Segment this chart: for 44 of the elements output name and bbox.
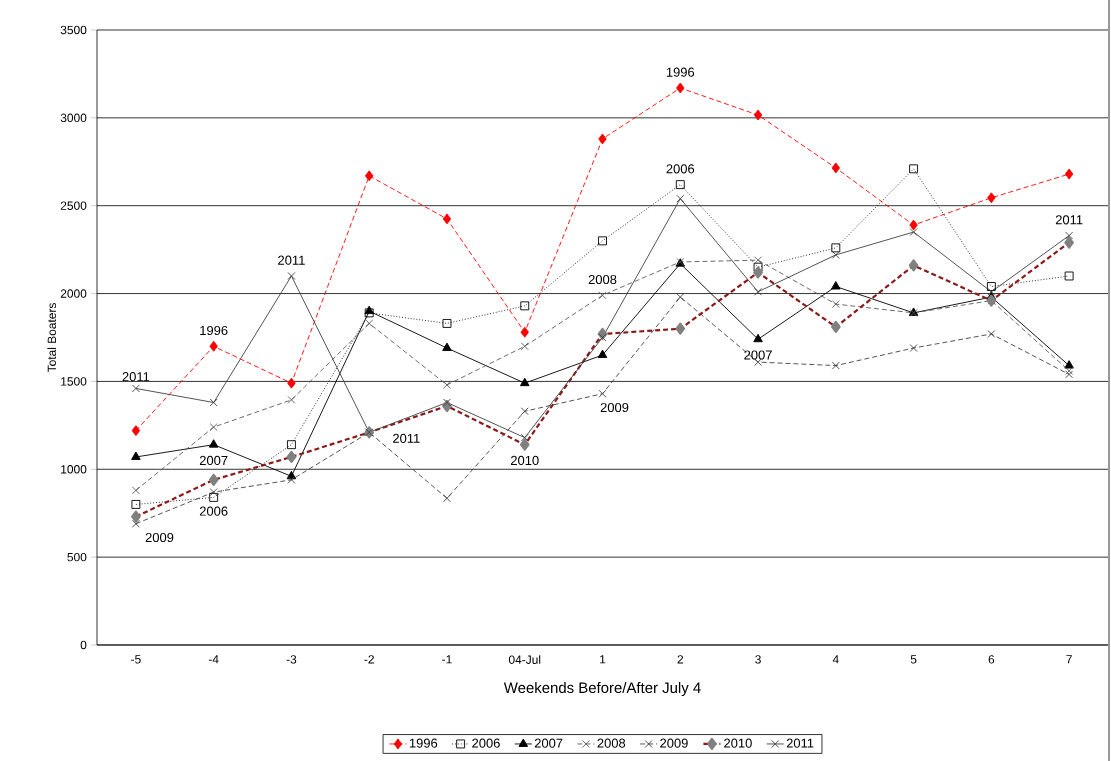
x-tick-label: 7 xyxy=(1066,655,1072,664)
x-tick-label: -4 xyxy=(208,655,219,664)
annotation: 2008 xyxy=(588,274,617,285)
y-tick-label: 1500 xyxy=(61,377,87,386)
legend-label: 2011 xyxy=(786,738,814,748)
annotation: 2010 xyxy=(510,455,539,466)
annotation: 1996 xyxy=(666,67,695,77)
annotation: 2007 xyxy=(744,350,772,360)
x-axis-title: Weekends Before/After July 4 xyxy=(503,682,701,696)
annotation: 2011 xyxy=(393,433,420,443)
y-tick-label: 1000 xyxy=(61,465,87,474)
annotation: 2006 xyxy=(199,506,228,516)
annotation: 2009 xyxy=(600,402,629,413)
annotation: 2011 xyxy=(122,372,150,382)
x-tick-label: 5 xyxy=(910,655,917,664)
x-tick-label: 04-Jul xyxy=(508,655,541,664)
annotation: 2007 xyxy=(199,455,228,466)
legend-label: 2007 xyxy=(534,738,563,748)
annotation: 2011 xyxy=(1055,215,1083,225)
x-tick-label: 3 xyxy=(755,655,761,664)
y-tick-label: 3500 xyxy=(60,25,87,35)
y-tick-label: 500 xyxy=(67,552,87,562)
annotation: 1996 xyxy=(200,325,228,336)
y-tick-label: 0 xyxy=(80,640,87,650)
x-tick-label: 1 xyxy=(600,655,606,664)
y-axis-title: Total Boaters xyxy=(47,303,57,373)
x-tick-label: -3 xyxy=(286,655,297,664)
legend-label: 2010 xyxy=(724,738,752,748)
y-tick-label: 2500 xyxy=(60,201,87,210)
x-tick-label: 6 xyxy=(988,655,995,664)
annotation: 2009 xyxy=(145,532,174,543)
y-tick-label: 3000 xyxy=(60,113,87,123)
x-tick-label: 2 xyxy=(677,655,683,664)
y-tick-label: 2000 xyxy=(60,289,87,298)
x-tick-label: -5 xyxy=(131,655,141,664)
x-tick-label: 4 xyxy=(832,655,839,664)
x-tick-label: -2 xyxy=(364,655,374,664)
legend-label: 2009 xyxy=(660,738,688,748)
legend-label: 1996 xyxy=(409,738,438,748)
legend-label: 2006 xyxy=(472,738,500,748)
annotation: 2011 xyxy=(278,255,305,265)
annotation: 2006 xyxy=(666,164,695,174)
legend-label: 2008 xyxy=(597,738,626,748)
x-tick-label: -1 xyxy=(442,655,452,664)
